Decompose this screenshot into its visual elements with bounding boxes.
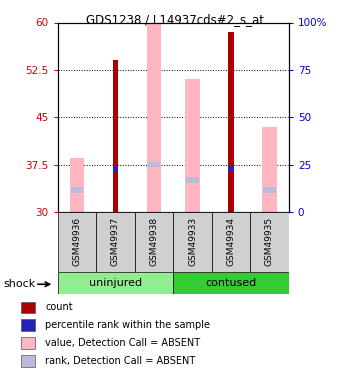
Bar — [21, 302, 35, 313]
Bar — [21, 337, 35, 348]
Text: rank, Detection Call = ABSENT: rank, Detection Call = ABSENT — [45, 356, 196, 366]
Bar — [113, 60, 118, 212]
Bar — [185, 80, 200, 212]
Bar — [147, 22, 161, 212]
Text: GSM49937: GSM49937 — [111, 217, 120, 266]
Bar — [148, 162, 160, 167]
Text: count: count — [45, 302, 73, 312]
Text: percentile rank within the sample: percentile rank within the sample — [45, 320, 210, 330]
Bar — [113, 166, 118, 172]
Text: contused: contused — [205, 278, 257, 288]
Text: uninjured: uninjured — [89, 278, 142, 288]
Bar — [250, 212, 289, 272]
Text: GSM49935: GSM49935 — [265, 217, 274, 266]
Text: GSM49933: GSM49933 — [188, 217, 197, 266]
Text: GDS1238 / L14937cds#2_s_at: GDS1238 / L14937cds#2_s_at — [86, 13, 264, 26]
Bar — [173, 212, 212, 272]
Bar — [173, 272, 289, 294]
Bar — [212, 212, 250, 272]
Text: GSM49936: GSM49936 — [72, 217, 82, 266]
Text: shock: shock — [4, 279, 36, 289]
Bar — [186, 177, 199, 183]
Bar — [21, 320, 35, 331]
Text: value, Detection Call = ABSENT: value, Detection Call = ABSENT — [45, 338, 201, 348]
Bar — [96, 212, 135, 272]
Text: GSM49934: GSM49934 — [226, 217, 236, 266]
Bar — [135, 212, 173, 272]
Bar — [263, 187, 276, 193]
Bar — [228, 32, 234, 212]
Text: GSM49938: GSM49938 — [149, 217, 159, 266]
Bar — [262, 127, 277, 212]
Bar — [70, 158, 84, 212]
Bar — [228, 166, 234, 172]
Bar — [71, 187, 83, 193]
Bar — [58, 212, 96, 272]
Bar — [21, 356, 35, 367]
Bar — [58, 272, 173, 294]
